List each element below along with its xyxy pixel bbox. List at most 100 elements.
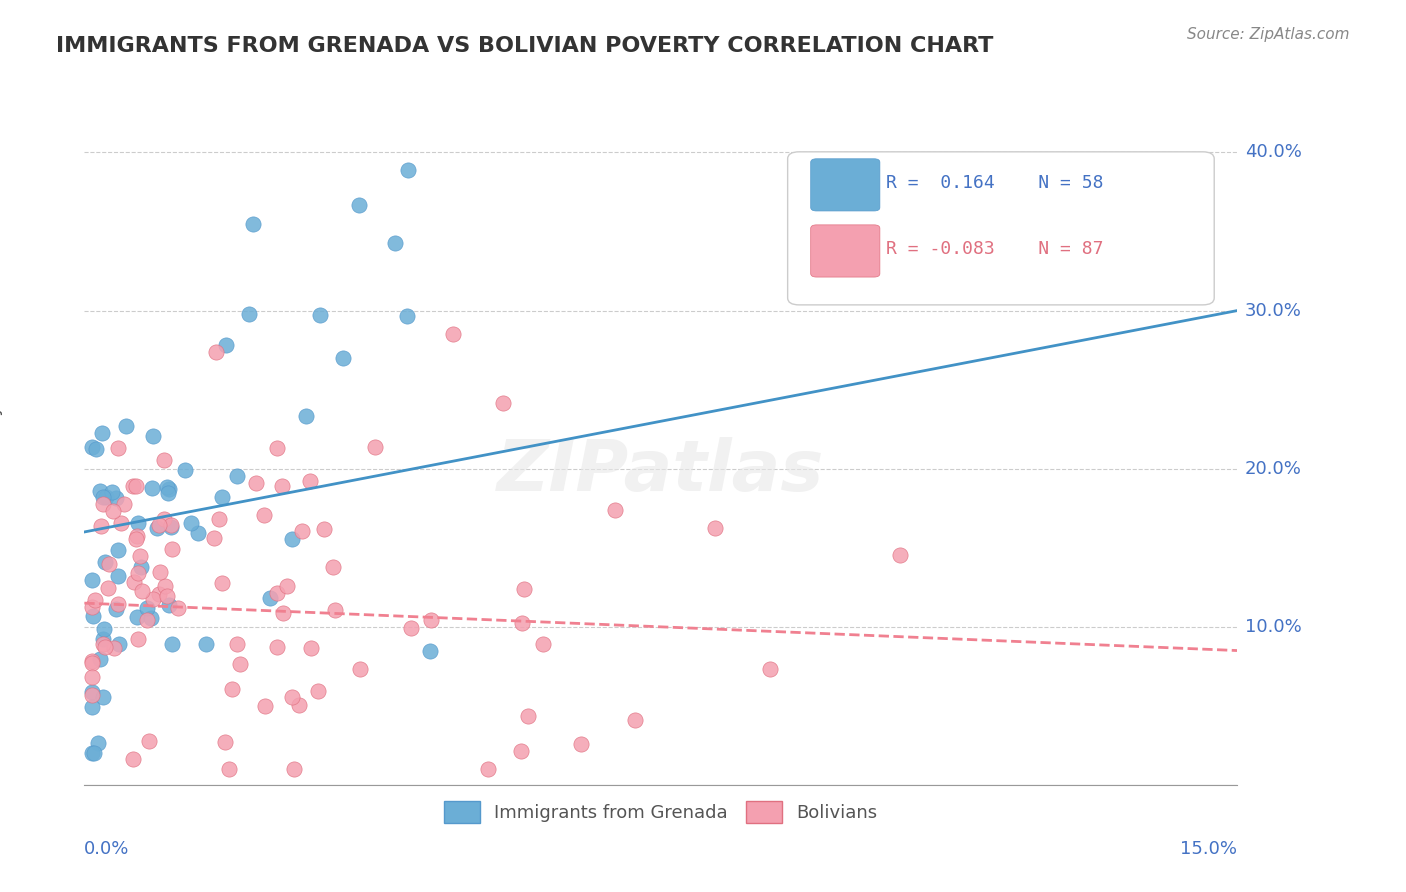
Point [332,351,354,366]
Text: 30.0%: 30.0% [1244,301,1302,319]
Point [569,737,592,751]
Point [87,735,110,749]
Point [291,524,314,538]
Point [283,762,305,776]
Point [276,579,298,593]
Text: 20.0%: 20.0% [1244,459,1302,478]
Point [259,591,281,606]
Point [252,508,274,522]
Point [273,607,295,621]
Point [322,559,344,574]
Point [157,482,180,496]
Point [323,603,346,617]
Point [207,512,229,526]
FancyBboxPatch shape [787,152,1215,305]
Point [89,652,111,666]
Point [146,521,169,535]
Point [364,440,387,454]
Point [105,491,128,506]
Point [90,518,112,533]
Point [125,529,148,543]
Point [287,698,309,712]
Point [91,490,114,504]
Point [266,441,288,455]
Point [122,752,145,766]
FancyBboxPatch shape [811,159,880,211]
Point [93,622,115,636]
Point [82,688,104,702]
Point [281,532,304,546]
Point [205,345,228,359]
Point [112,498,135,512]
Point [266,640,288,654]
Text: R =  0.164    N = 58: R = 0.164 N = 58 [886,174,1104,192]
Point [115,419,138,434]
Text: 0.0%: 0.0% [84,840,129,858]
Point [180,516,202,530]
Point [349,662,371,676]
Point [156,589,179,603]
Point [218,762,240,776]
Point [510,744,533,758]
Point [307,684,329,698]
Text: Source: ZipAtlas.com: Source: ZipAtlas.com [1187,27,1350,42]
Point [142,429,165,443]
Point [298,474,321,488]
Point [759,662,782,676]
Point [238,307,260,321]
Point [419,613,441,627]
Point [103,640,125,655]
Point [308,308,330,322]
Point [270,479,292,493]
Point [110,516,132,530]
FancyBboxPatch shape [811,225,880,277]
Point [510,616,533,631]
Point [108,637,131,651]
Point [242,217,264,231]
Point [149,565,172,579]
Point [94,555,117,569]
Point [107,441,129,455]
Point [623,713,645,727]
Point [105,602,128,616]
Point [159,520,181,534]
Point [94,640,117,654]
Point [513,582,536,596]
Point [125,479,148,493]
Point [157,598,180,612]
Point [160,518,183,533]
Point [131,584,153,599]
Point [127,516,149,530]
Point [107,569,129,583]
Point [194,637,217,651]
Point [211,576,233,591]
Point [211,490,233,504]
Point [245,475,267,490]
Point [477,762,499,776]
Point [156,480,179,494]
Point [225,469,247,483]
Point [294,409,316,423]
Text: R = -0.083    N = 87: R = -0.083 N = 87 [886,240,1104,258]
Point [82,609,104,624]
Point [221,682,243,697]
Point [215,338,238,352]
Point [704,521,727,535]
Point [280,690,302,705]
Point [129,549,152,563]
Point [226,638,249,652]
Point [266,586,288,600]
Point [86,442,108,456]
Text: 40.0%: 40.0% [1244,144,1302,161]
Point [80,599,103,614]
Point [441,327,464,342]
Point [80,573,103,587]
Point [148,587,170,601]
Point [80,657,103,671]
Point [90,425,112,440]
Point [91,690,114,705]
Point [299,640,322,655]
Point [889,549,911,563]
Point [91,497,114,511]
Point [80,440,103,454]
